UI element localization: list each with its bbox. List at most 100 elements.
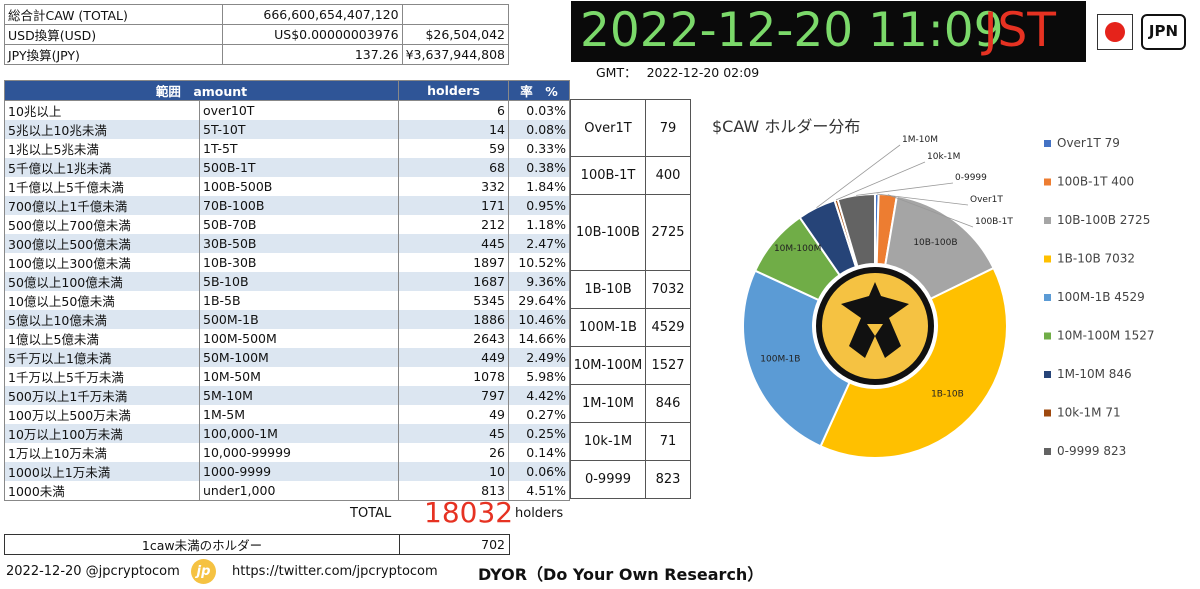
slice-100m-1b (742, 269, 851, 448)
holders-pct: 10.46% (508, 310, 570, 329)
callout-line (835, 161, 926, 201)
holders-pct: 0.14% (508, 443, 570, 462)
holders-count: 1897 (398, 253, 509, 272)
table-row: 5億以上10億未満 500M-1B 1886 10.46% (4, 310, 570, 329)
group-row: Over1T 79 (570, 99, 691, 157)
holders-pct: 5.98% (508, 367, 570, 386)
slice-label: 100M-1B (760, 354, 800, 364)
holders-pct: 0.95% (508, 196, 570, 215)
group-label: 1B-10B (570, 270, 646, 309)
summary-right: ¥3,637,944,808 (401, 44, 510, 65)
range-amount: 500B-1T (199, 158, 399, 177)
range-amount: 10M-50M (199, 367, 399, 386)
group-value: 7032 (645, 270, 691, 309)
legend-swatch (1044, 217, 1051, 224)
clock-zone: JST (983, 3, 1056, 58)
group-row: 100B-1T 400 (570, 156, 691, 195)
summary-mid: US$0.00000003976 (222, 24, 403, 45)
legend-swatch (1044, 448, 1051, 455)
caw-bird-detail-icon (867, 324, 883, 336)
holders-count: 59 (398, 139, 509, 158)
range-amount: 30B-50B (199, 234, 399, 253)
group-label: 100B-1T (570, 156, 646, 195)
group-row: 1B-10B 7032 (570, 270, 691, 309)
range-amount: 100,000-1M (199, 424, 399, 443)
summary-right (401, 4, 510, 25)
group-value: 1527 (645, 346, 691, 385)
legend-swatch (1044, 294, 1051, 301)
holders-count: 5345 (398, 291, 509, 310)
holders-pct: 29.64% (508, 291, 570, 310)
range-amount: 5T-10T (199, 120, 399, 139)
range-jp: 5千億以上1兆未満 (4, 158, 200, 177)
summary-mid: 666,600,654,407,120 (222, 4, 403, 25)
table-row: 10兆以上 over10T 6 0.03% (4, 100, 570, 120)
slice-label: 10B-100B (913, 238, 957, 248)
range-amount: 70B-100B (199, 196, 399, 215)
range-jp: 700億以上1千億未満 (4, 196, 200, 215)
footer-dyor: DYOR（Do Your Own Research） (478, 565, 764, 584)
range-jp: 10万以上100万未満 (4, 424, 200, 443)
holders-pct: 0.27% (508, 405, 570, 424)
holders-pct: 10.52% (508, 253, 570, 272)
summary-table: 総合計CAW (TOTAL) 666,600,654,407,120 USD換算(U… (3, 4, 510, 65)
holders-pct: 0.38% (508, 158, 570, 177)
slice-label: 10k-1M (927, 152, 960, 162)
group-label: 10M-100M (570, 346, 646, 385)
holders-count: 10 (398, 462, 509, 481)
caw-bird-icon (841, 282, 909, 358)
legend-swatch (1044, 371, 1051, 378)
group-value: 2725 (645, 194, 691, 271)
holders-pct: 1.84% (508, 177, 570, 196)
jp-logo-icon: jp (191, 559, 216, 584)
table-row: 1兆以上5兆未満 1T-5T 59 0.33% (4, 139, 570, 158)
holders-count: 6 (398, 100, 509, 120)
range-jp: 1兆以上5兆未満 (4, 139, 200, 158)
slice-label: Over1T (970, 195, 1003, 205)
legend-entry: 0-9999 823 (1057, 444, 1126, 458)
sub-caw-table: 1caw未満のホルダー 702 (4, 534, 510, 555)
slice-label: 1M-10M (902, 135, 938, 145)
group-label: Over1T (570, 99, 646, 157)
group-value: 71 (645, 422, 691, 461)
summary-row: 総合計CAW (TOTAL) 666,600,654,407,120 (3, 4, 510, 25)
range-jp: 1千億以上5千億未満 (4, 177, 200, 196)
callout-line (887, 194, 974, 228)
legend-swatch (1044, 140, 1051, 147)
slice-label: 10M-100M (774, 244, 821, 254)
header-holders: holders (398, 80, 509, 101)
legend-entry: 10B-100B 2725 (1057, 213, 1150, 227)
clock-time: 2022-12-20 11:09 (580, 3, 1004, 58)
table-row: 10億以上50億未満 1B-5B 5345 29.64% (4, 291, 570, 310)
group-row: 10M-100M 1527 (570, 346, 691, 385)
holders-pct: 0.06% (508, 462, 570, 481)
group-table: Over1T 79 100B-1T 400 10B-100B 2725 1B-10B 7032… (570, 99, 691, 499)
range-jp: 10兆以上 (4, 100, 200, 120)
range-amount: 1000-9999 (199, 462, 399, 481)
legend-entry: 100M-1B 4529 (1057, 290, 1145, 304)
group-label: 100M-1B (570, 308, 646, 347)
holders-pct: 1.18% (508, 215, 570, 234)
group-label: 10B-100B (570, 194, 646, 271)
holders-count: 813 (398, 481, 509, 501)
gmt-readout: GMT： 2022-12-20 02:09 (596, 62, 769, 81)
range-jp: 500億以上700億未満 (4, 215, 200, 234)
legend-entry: 1M-10M 846 (1057, 367, 1132, 381)
group-row: 10B-100B 2725 (570, 194, 691, 271)
holders-count: 1687 (398, 272, 509, 291)
footer-url[interactable]: https://twitter.com/jpcryptocom (232, 564, 438, 579)
gmt-value: 2022-12-20 02:09 (646, 65, 760, 80)
header-rate: 率 % (508, 80, 570, 101)
range-amount: 100M-500M (199, 329, 399, 348)
table-row: 5兆以上10兆未満 5T-10T 14 0.08% (4, 120, 570, 139)
slice-label: 100B-1T (975, 217, 1013, 227)
range-jp: 10億以上50億未満 (4, 291, 200, 310)
holders-count: 14 (398, 120, 509, 139)
group-value: 823 (645, 460, 691, 499)
total-value: 18032 (424, 496, 514, 529)
holders-count: 332 (398, 177, 509, 196)
range-jp: 1万以上10万未満 (4, 443, 200, 462)
range-amount: 1T-5T (199, 139, 399, 158)
legend-swatch (1044, 178, 1051, 186)
range-jp: 500万以上1千万未満 (4, 386, 200, 405)
